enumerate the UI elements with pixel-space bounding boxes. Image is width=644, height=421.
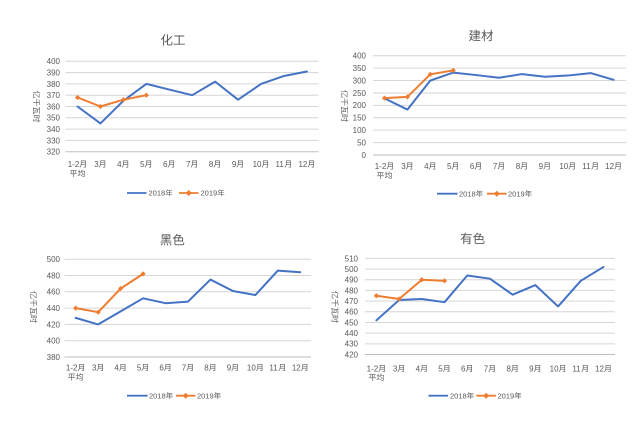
svg-text:490: 490: [345, 276, 359, 285]
svg-text:11: 11: [276, 160, 285, 169]
svg-text:440: 440: [47, 304, 61, 313]
svg-text:12: 12: [298, 160, 307, 169]
svg-text:7: 7: [484, 364, 489, 373]
svg-text:7: 7: [186, 160, 191, 169]
svg-text:6: 6: [461, 364, 466, 373]
svg-text:460: 460: [47, 288, 61, 297]
svg-text:10: 10: [247, 363, 256, 372]
svg-text:330: 330: [47, 136, 61, 145]
svg-text:5: 5: [438, 364, 443, 373]
svg-text:510: 510: [345, 254, 359, 263]
svg-text:370: 370: [47, 91, 61, 100]
svg-text:320: 320: [47, 148, 61, 157]
svg-text:6: 6: [470, 162, 475, 171]
svg-text:7: 7: [182, 363, 187, 372]
svg-text:440: 440: [345, 329, 359, 338]
svg-text:11: 11: [269, 363, 278, 372]
svg-text:7: 7: [493, 162, 498, 171]
svg-text:500: 500: [47, 255, 61, 264]
svg-text:9: 9: [529, 364, 534, 373]
svg-text:420: 420: [345, 350, 359, 359]
svg-text:3: 3: [401, 162, 406, 171]
svg-text:500: 500: [345, 265, 359, 274]
svg-text:1-2: 1-2: [68, 160, 80, 169]
svg-text:3: 3: [94, 160, 99, 169]
svg-text:400: 400: [353, 52, 367, 61]
svg-text:8: 8: [209, 160, 214, 169]
svg-text:6: 6: [159, 363, 164, 372]
svg-text:3: 3: [92, 363, 97, 372]
svg-text:4: 4: [117, 160, 122, 169]
svg-text:2019: 2019: [201, 189, 218, 198]
svg-text:2018: 2018: [149, 189, 166, 198]
svg-text:50: 50: [357, 138, 366, 147]
svg-text:10: 10: [253, 160, 262, 169]
svg-text:6: 6: [163, 160, 168, 169]
svg-text:150: 150: [353, 114, 367, 123]
svg-text:200: 200: [353, 101, 367, 110]
svg-text:10: 10: [559, 162, 568, 171]
svg-text:250: 250: [353, 89, 367, 98]
svg-text:450: 450: [345, 318, 359, 327]
svg-text:5: 5: [447, 162, 452, 171]
svg-text:480: 480: [47, 271, 61, 280]
svg-text:350: 350: [353, 64, 367, 73]
svg-text:5: 5: [137, 363, 142, 372]
svg-text:1-2: 1-2: [375, 162, 387, 171]
svg-text:300: 300: [353, 76, 367, 85]
svg-text:480: 480: [345, 286, 359, 295]
svg-text:2019: 2019: [508, 189, 525, 198]
svg-text:8: 8: [506, 364, 511, 373]
svg-text:0: 0: [362, 151, 367, 160]
svg-text:2019: 2019: [498, 391, 515, 400]
svg-text:12: 12: [595, 364, 604, 373]
svg-text:380: 380: [47, 80, 61, 89]
svg-text:2018: 2018: [459, 189, 476, 198]
svg-text:350: 350: [47, 114, 61, 123]
svg-text:12: 12: [292, 363, 301, 372]
svg-text:9: 9: [227, 363, 232, 372]
svg-text:400: 400: [47, 57, 61, 66]
svg-text:460: 460: [345, 308, 359, 317]
svg-text:420: 420: [47, 320, 61, 329]
svg-text:400: 400: [47, 337, 61, 346]
svg-text:390: 390: [47, 68, 61, 77]
svg-text:4: 4: [424, 162, 429, 171]
svg-text:9: 9: [539, 162, 544, 171]
svg-text:2019: 2019: [197, 391, 214, 400]
svg-text:11: 11: [582, 162, 591, 171]
svg-text:1-2: 1-2: [367, 364, 379, 373]
svg-text:1-2: 1-2: [66, 363, 78, 372]
svg-text:4: 4: [114, 363, 119, 372]
svg-text:100: 100: [353, 126, 367, 135]
svg-text:11: 11: [572, 364, 581, 373]
svg-text:10: 10: [550, 364, 559, 373]
svg-text:2018: 2018: [450, 391, 467, 400]
svg-text:8: 8: [204, 363, 209, 372]
svg-text:9: 9: [232, 160, 237, 169]
svg-text:12: 12: [605, 162, 614, 171]
svg-text:430: 430: [345, 340, 359, 349]
svg-text:2018: 2018: [149, 391, 166, 400]
svg-text:4: 4: [416, 364, 421, 373]
svg-text:360: 360: [47, 102, 61, 111]
svg-text:8: 8: [516, 162, 521, 171]
svg-text:340: 340: [47, 125, 61, 134]
svg-text:470: 470: [345, 297, 359, 306]
svg-text:3: 3: [393, 364, 398, 373]
svg-text:380: 380: [47, 353, 61, 362]
svg-text:5: 5: [140, 160, 145, 169]
